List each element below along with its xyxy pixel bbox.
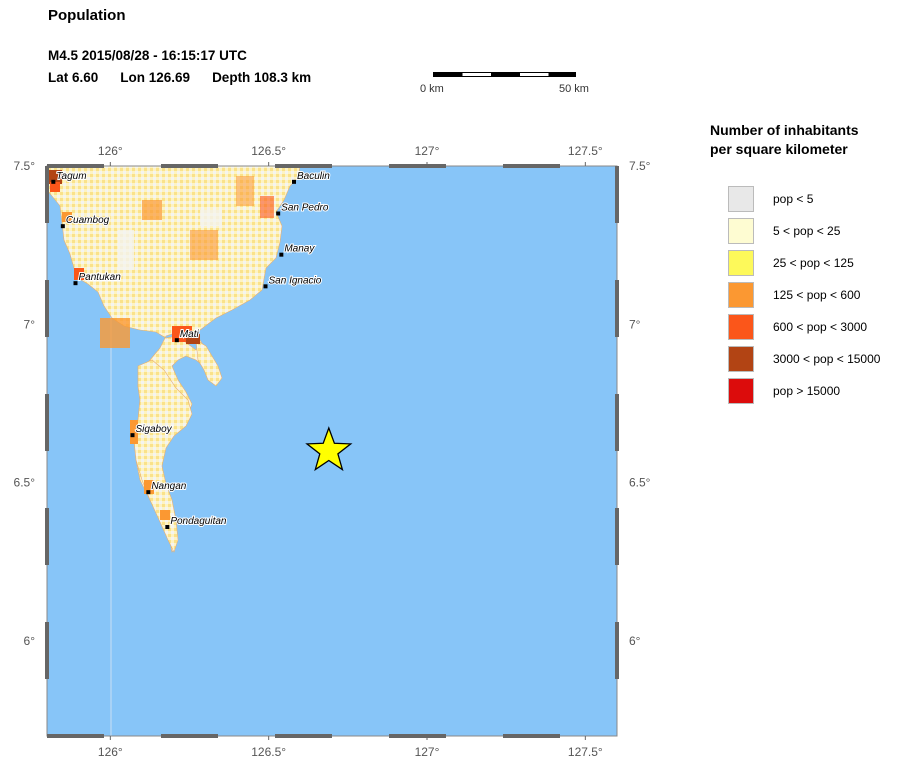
legend-item: 25 < pop < 125 bbox=[728, 250, 906, 276]
city-marker bbox=[279, 252, 284, 257]
lon-tick-label-bottom: 127.5° bbox=[568, 745, 603, 759]
lon-tick-label-top: 127° bbox=[415, 144, 440, 158]
legend-item: 5 < pop < 25 bbox=[728, 218, 906, 244]
lat-tick-label-right: 6° bbox=[629, 634, 641, 648]
legend-title-line1: Number of inhabitants bbox=[710, 122, 859, 138]
legend-label: 3000 < pop < 15000 bbox=[773, 352, 881, 366]
lat-tick-label-right: 7° bbox=[629, 317, 641, 331]
lat-tick-label-left: 7° bbox=[24, 317, 36, 331]
city-marker bbox=[146, 490, 151, 495]
city-marker bbox=[174, 338, 179, 343]
event-location: Lat 6.60 Lon 126.69 Depth 108.3 km bbox=[48, 70, 333, 85]
city-label: Cuambog bbox=[66, 215, 110, 226]
legend-swatch bbox=[728, 186, 754, 212]
lon-tick-label-bottom: 127° bbox=[415, 745, 440, 759]
legend-label: pop < 5 bbox=[773, 192, 814, 206]
legend-title-line2: per square kilometer bbox=[710, 141, 848, 157]
scale-bar bbox=[433, 72, 576, 77]
city-label: Baculin bbox=[297, 171, 330, 182]
scale-bar-start-label: 0 km bbox=[420, 83, 444, 95]
legend-label: pop > 15000 bbox=[773, 384, 841, 398]
map-title: Population bbox=[48, 7, 126, 24]
lat-tick-label-left: 7.5° bbox=[14, 159, 36, 173]
city-marker bbox=[276, 211, 281, 216]
legend-item: 3000 < pop < 15000 bbox=[728, 346, 906, 372]
lat-tick-label-left: 6.5° bbox=[14, 476, 36, 490]
city-label: Nangan bbox=[151, 481, 186, 492]
legend-swatch bbox=[728, 346, 754, 372]
legend-label: 25 < pop < 125 bbox=[773, 256, 854, 270]
lon-tick-label-bottom: 126.5° bbox=[251, 745, 286, 759]
lon-tick-label-top: 127.5° bbox=[568, 144, 603, 158]
legend-item: 600 < pop < 3000 bbox=[728, 314, 906, 340]
map-frame-dashes bbox=[45, 164, 619, 738]
scale-bar-end-label: 50 km bbox=[559, 83, 589, 95]
lon-tick-label-top: 126.5° bbox=[251, 144, 286, 158]
legend-swatch bbox=[728, 314, 754, 340]
city-marker bbox=[263, 284, 268, 289]
city-label: Manay bbox=[284, 244, 315, 255]
legend-label: 5 < pop < 25 bbox=[773, 224, 841, 238]
axis-ticks: 126° 126° 126.5° 126.5° 127° 127° 127.5° 127.5°… bbox=[14, 144, 651, 759]
city-marker bbox=[60, 224, 65, 229]
event-depth: Depth 108.3 km bbox=[212, 70, 312, 85]
legend-item: pop < 5 bbox=[728, 186, 906, 212]
lon-tick-label-bottom: 126° bbox=[98, 745, 123, 759]
city-marker bbox=[165, 525, 170, 529]
mati-peninsula bbox=[195, 339, 223, 387]
city-marker bbox=[51, 179, 56, 184]
legend-swatch bbox=[728, 250, 754, 276]
legend-label: 125 < pop < 600 bbox=[773, 288, 861, 302]
city-label: Mati bbox=[180, 329, 200, 340]
legend-label: 600 < pop < 3000 bbox=[773, 320, 868, 334]
legend-title: Number of inhabitants per square kilomet… bbox=[710, 121, 859, 159]
city-marker bbox=[130, 433, 135, 438]
legend-swatch bbox=[728, 282, 754, 308]
lat-tick-label-right: 6.5° bbox=[629, 476, 651, 490]
legend-swatch bbox=[728, 378, 754, 404]
city-label: Sigaboy bbox=[136, 424, 173, 435]
legend-swatch bbox=[728, 218, 754, 244]
lon-tick-label-top: 126° bbox=[98, 144, 123, 158]
city-labels: Tagum Baculin Cuambog San Pedro Manay Pantuka… bbox=[51, 170, 331, 529]
city-label: San Ignacio bbox=[269, 275, 322, 286]
lat-tick-label-right: 7.5° bbox=[629, 159, 651, 173]
city-marker bbox=[73, 281, 78, 286]
legend-item: pop > 15000 bbox=[728, 378, 906, 404]
legend-item: 125 < pop < 600 bbox=[728, 282, 906, 308]
event-lat: Lat 6.60 bbox=[48, 70, 99, 85]
city-label: Tagum bbox=[56, 171, 86, 182]
city-label: San Pedro bbox=[281, 203, 329, 214]
epicenter-star-icon bbox=[305, 426, 353, 472]
city-label: Pantukan bbox=[79, 272, 122, 283]
event-lon: Lon 126.69 bbox=[120, 70, 191, 85]
city-marker bbox=[292, 179, 296, 184]
event-info: M4.5 2015/08/28 - 16:15:17 UTC bbox=[48, 48, 247, 63]
city-label: Pondaguitan bbox=[170, 516, 227, 527]
lat-tick-label-left: 6° bbox=[24, 634, 36, 648]
